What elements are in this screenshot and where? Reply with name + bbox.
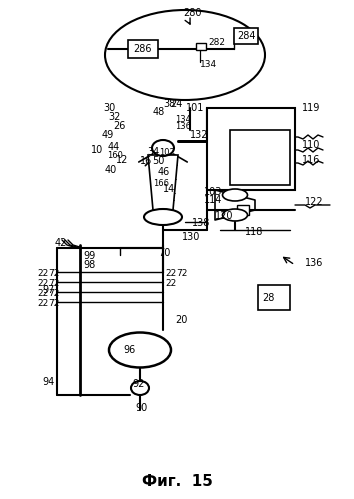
Text: 282: 282 (208, 37, 225, 46)
Text: 50: 50 (152, 156, 164, 166)
Text: 24: 24 (170, 99, 182, 109)
Text: 22: 22 (37, 269, 48, 278)
Text: Фиг.  15: Фиг. 15 (142, 475, 212, 490)
Text: 132: 132 (190, 130, 209, 140)
Text: 122: 122 (305, 197, 324, 207)
Text: 22: 22 (165, 279, 176, 288)
Text: 22: 22 (37, 279, 48, 288)
Text: 28: 28 (262, 293, 274, 303)
Text: 160: 160 (107, 151, 123, 160)
Text: 49: 49 (102, 130, 114, 140)
Text: 119: 119 (302, 103, 320, 113)
Ellipse shape (109, 332, 171, 367)
Text: 134: 134 (175, 114, 191, 123)
Text: 40: 40 (105, 165, 117, 175)
Polygon shape (148, 155, 178, 210)
Bar (196, 43, 206, 50)
Text: 10: 10 (91, 145, 103, 155)
Ellipse shape (144, 209, 182, 225)
Text: 22: 22 (37, 299, 48, 308)
Text: 48: 48 (153, 107, 165, 117)
Text: 12: 12 (116, 155, 129, 165)
Text: 72: 72 (48, 269, 59, 278)
Text: 98: 98 (83, 260, 95, 270)
Ellipse shape (105, 10, 265, 100)
Text: 284: 284 (237, 31, 255, 41)
Bar (258, 285, 290, 310)
Text: 99: 99 (83, 251, 95, 261)
Bar (207, 108, 295, 190)
Text: 90: 90 (135, 403, 147, 413)
Text: 116: 116 (302, 155, 320, 165)
Text: 20: 20 (175, 315, 187, 325)
Text: 97: 97 (42, 285, 55, 295)
Text: 103: 103 (204, 187, 222, 197)
Bar (234, 28, 258, 44)
Ellipse shape (152, 140, 174, 156)
Text: 38: 38 (163, 99, 175, 109)
Text: 92: 92 (132, 379, 144, 389)
Text: 94: 94 (42, 377, 54, 387)
Text: 46: 46 (158, 167, 170, 177)
Text: 70: 70 (158, 248, 170, 258)
Text: 44: 44 (108, 142, 120, 152)
Text: 138: 138 (192, 218, 210, 228)
Text: 166: 166 (153, 179, 169, 188)
Text: 72: 72 (176, 269, 187, 278)
Text: 286: 286 (134, 44, 152, 54)
Text: 30: 30 (103, 103, 115, 113)
Text: 136: 136 (175, 121, 191, 131)
Text: 130: 130 (182, 232, 200, 242)
Ellipse shape (223, 209, 247, 221)
Ellipse shape (223, 189, 247, 201)
Text: 280: 280 (183, 8, 201, 18)
Text: 42: 42 (55, 238, 67, 248)
Text: 34: 34 (147, 147, 159, 157)
Text: 120: 120 (215, 211, 234, 221)
Text: 118: 118 (245, 227, 263, 237)
Text: 110: 110 (302, 140, 320, 150)
Ellipse shape (131, 381, 149, 395)
Text: 114: 114 (204, 195, 222, 205)
Text: 136: 136 (305, 258, 323, 268)
Text: 32: 32 (108, 112, 120, 122)
Text: 26: 26 (113, 121, 125, 131)
Text: 102: 102 (159, 148, 175, 157)
Text: 22: 22 (165, 269, 176, 278)
Text: 72: 72 (48, 289, 59, 298)
Text: 101: 101 (186, 103, 204, 113)
Text: 14: 14 (163, 184, 175, 194)
Text: 134: 134 (200, 59, 217, 68)
Bar (230, 130, 290, 185)
Text: 72: 72 (48, 279, 59, 288)
Bar (237, 205, 249, 215)
Text: 22: 22 (37, 289, 48, 298)
Text: 96: 96 (124, 345, 136, 355)
Bar (128, 40, 158, 58)
Text: 72: 72 (48, 299, 59, 308)
Text: 16: 16 (140, 156, 152, 166)
